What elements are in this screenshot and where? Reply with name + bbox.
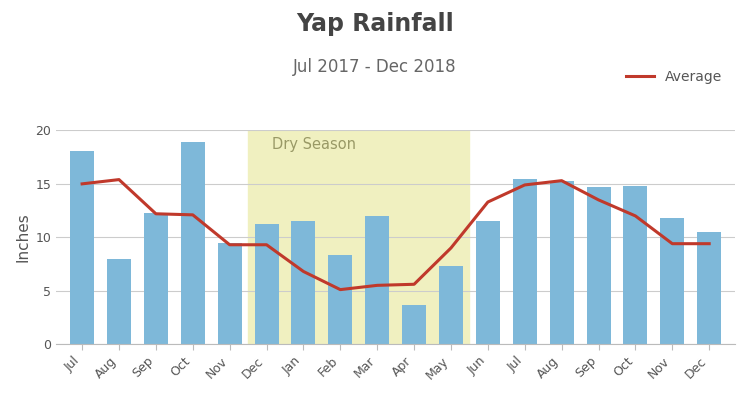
Text: Jul 2017 - Dec 2018: Jul 2017 - Dec 2018 (293, 58, 457, 75)
Bar (513, 179, 537, 344)
Bar (328, 255, 352, 344)
Bar (292, 221, 316, 344)
Bar (217, 243, 242, 344)
Bar (550, 181, 574, 344)
Bar (144, 213, 168, 344)
Bar (248, 131, 470, 344)
Bar (476, 221, 500, 344)
Bar (181, 142, 205, 344)
Bar (586, 187, 610, 344)
Bar (439, 266, 463, 344)
Bar (254, 224, 278, 344)
Bar (698, 232, 721, 344)
Text: Yap Rainfall: Yap Rainfall (296, 12, 454, 36)
Bar (660, 218, 684, 344)
Bar (623, 186, 647, 344)
Bar (70, 151, 94, 344)
Legend: Average: Average (621, 64, 728, 90)
Bar (402, 304, 426, 344)
Bar (365, 216, 389, 344)
Y-axis label: Inches: Inches (15, 212, 30, 262)
Text: Dry Season: Dry Season (272, 137, 356, 152)
Bar (107, 258, 131, 344)
